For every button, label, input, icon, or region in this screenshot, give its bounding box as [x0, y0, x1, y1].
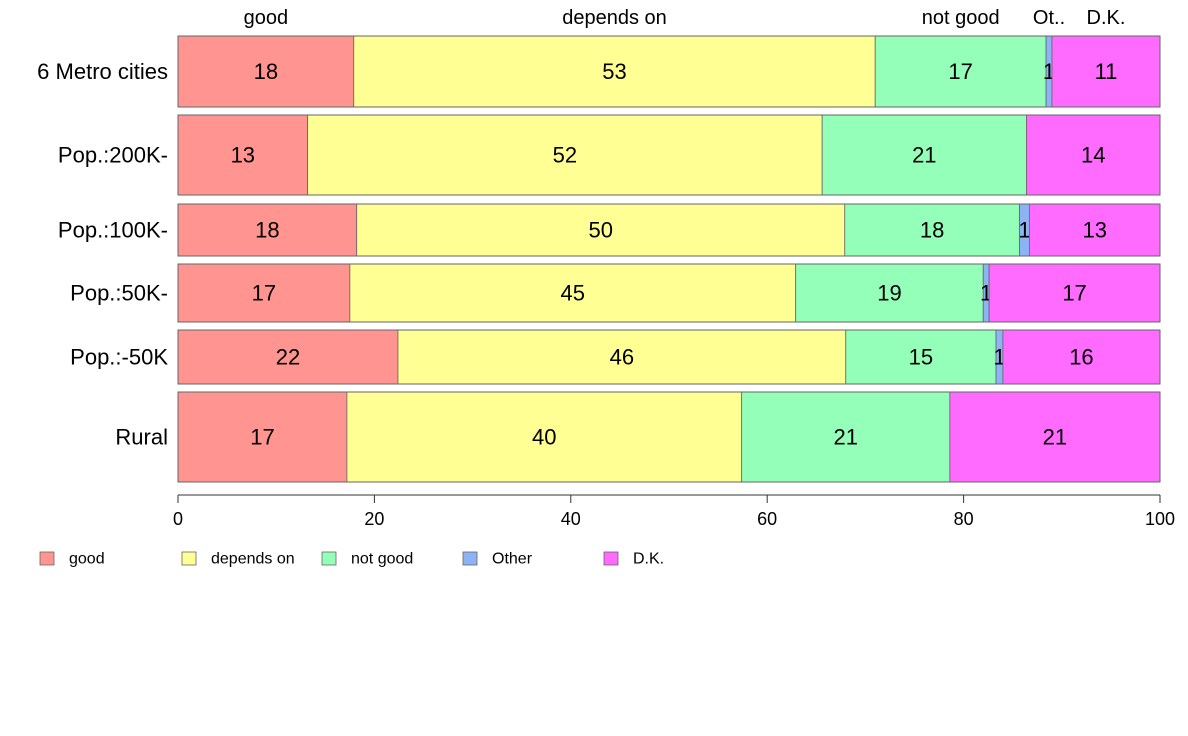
- data-label: 15: [909, 345, 933, 370]
- x-tick-label: 80: [954, 509, 974, 529]
- bar-segment: [177, 391, 348, 483]
- bar-segment: [845, 329, 997, 385]
- legend-swatch: [39, 551, 55, 566]
- data-label: 11: [1095, 59, 1118, 84]
- top-category-label: good: [244, 7, 289, 29]
- data-label: 17: [252, 281, 276, 306]
- bar-segment: [795, 263, 984, 323]
- bar-segment: [1028, 203, 1161, 257]
- bar-segment: [1051, 35, 1161, 108]
- bar-segment: [349, 263, 797, 323]
- top-category-label: depends on: [562, 7, 667, 29]
- category-label: Rural: [115, 425, 168, 450]
- data-label: 16: [1069, 345, 1093, 370]
- legend-label: depends on: [211, 551, 295, 568]
- bar-segment: [356, 203, 846, 257]
- bar-outline: [177, 203, 1161, 257]
- bar-segment: [397, 329, 847, 385]
- bar-segment: [177, 263, 351, 323]
- x-tick-label: 40: [561, 509, 581, 529]
- data-label: 18: [254, 59, 278, 84]
- legend-label: D.K.: [633, 551, 664, 568]
- data-label: 17: [948, 59, 972, 84]
- data-label: 45: [561, 281, 585, 306]
- data-label: 22: [276, 345, 300, 370]
- bar-segment: [844, 203, 1020, 257]
- legend-label: not good: [351, 551, 413, 568]
- bar-segment: [177, 329, 399, 385]
- bar-segment: [346, 391, 743, 483]
- data-label: 19: [877, 281, 901, 306]
- legend-label: Other: [492, 551, 533, 568]
- data-label: 52: [553, 143, 577, 168]
- bar-outline: [177, 114, 1161, 196]
- data-label: 18: [255, 218, 279, 243]
- data-label: 40: [532, 425, 556, 450]
- data-label: 17: [1062, 281, 1086, 306]
- data-label: 13: [1082, 218, 1106, 243]
- legend-swatch: [181, 551, 197, 566]
- data-label: 21: [912, 143, 936, 168]
- x-tick-label: 20: [364, 509, 384, 529]
- data-label: 18: [920, 218, 944, 243]
- data-label: 21: [1043, 425, 1067, 450]
- x-tick-label: 60: [757, 509, 777, 529]
- legend-swatch: [321, 551, 337, 566]
- legend-swatch: [462, 551, 478, 566]
- category-label: 6 Metro cities: [37, 59, 168, 84]
- bar-outline: [177, 35, 1161, 108]
- category-label: Pop.:200K-: [58, 143, 168, 168]
- data-label: 46: [610, 345, 634, 370]
- bar-segment: [988, 263, 1161, 323]
- legend-swatch: [603, 551, 619, 566]
- data-label: 17: [250, 425, 274, 450]
- bar-outline: [177, 263, 1161, 323]
- top-category-label: D.K.: [1087, 7, 1126, 29]
- bar-segment: [177, 35, 355, 108]
- x-tick-label: 0: [173, 509, 183, 529]
- category-label: Pop.:-50K: [70, 345, 168, 370]
- data-label: 13: [231, 143, 255, 168]
- data-label: 21: [834, 425, 858, 450]
- data-label: 1: [1018, 218, 1030, 243]
- bar-segment: [821, 114, 1027, 196]
- category-label: Pop.:100K-: [58, 218, 168, 243]
- bar-outline: [177, 391, 1161, 483]
- top-category-label: not good: [922, 7, 1000, 29]
- category-label: Pop.:50K-: [70, 281, 168, 306]
- bar-segment: [949, 391, 1161, 483]
- x-tick-label: 100: [1145, 509, 1175, 529]
- bar-segment: [353, 35, 876, 108]
- legend-label: good: [69, 551, 105, 568]
- bar-segment: [741, 391, 951, 483]
- data-label: 53: [602, 59, 626, 84]
- top-category-label: Ot..: [1033, 7, 1065, 29]
- data-label: 50: [589, 218, 613, 243]
- bar-outline: [177, 329, 1161, 385]
- data-label: 14: [1081, 143, 1105, 168]
